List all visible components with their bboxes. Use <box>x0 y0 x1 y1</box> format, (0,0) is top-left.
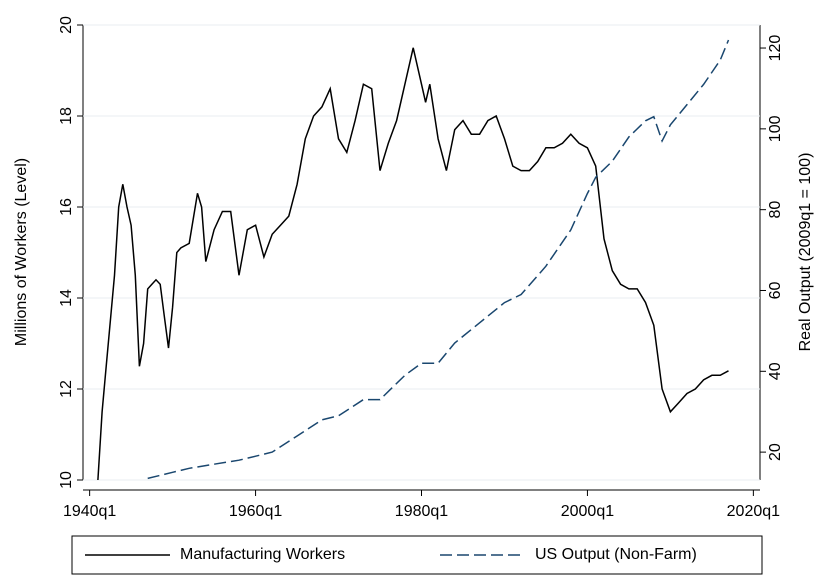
legend-label: Manufacturing Workers <box>180 546 345 563</box>
y2-tick-label: 40 <box>767 362 784 380</box>
x-tick-label: 1980q1 <box>395 503 448 520</box>
y2-tick-label: 20 <box>767 443 784 461</box>
x-tick-label: 1960q1 <box>229 503 282 520</box>
y-tick-label: 16 <box>58 198 75 216</box>
x-tick-label: 1940q1 <box>63 503 116 520</box>
legend <box>71 535 763 575</box>
y2-tick-label: 100 <box>767 115 784 142</box>
y-tick-label: 14 <box>58 289 75 307</box>
x-tick-label: 2020q1 <box>727 503 780 520</box>
y-axis-title: Millions of Workers (Level) <box>13 158 30 346</box>
y2-axis-title: Real Output (2009q1 = 100) <box>797 153 814 352</box>
y2-tick-label: 60 <box>767 281 784 299</box>
y2-tick-label: 120 <box>767 35 784 62</box>
y-tick-label: 12 <box>58 380 75 398</box>
x-tick-label: 2000q1 <box>561 503 614 520</box>
y-tick-label: 10 <box>58 471 75 489</box>
y-tick-label: 20 <box>58 16 75 34</box>
y2-tick-label: 80 <box>767 201 784 219</box>
line <box>97 47 729 481</box>
y-tick-label: 18 <box>58 107 75 125</box>
line <box>147 39 730 480</box>
legend-label: US Output (Non-Farm) <box>535 546 697 563</box>
